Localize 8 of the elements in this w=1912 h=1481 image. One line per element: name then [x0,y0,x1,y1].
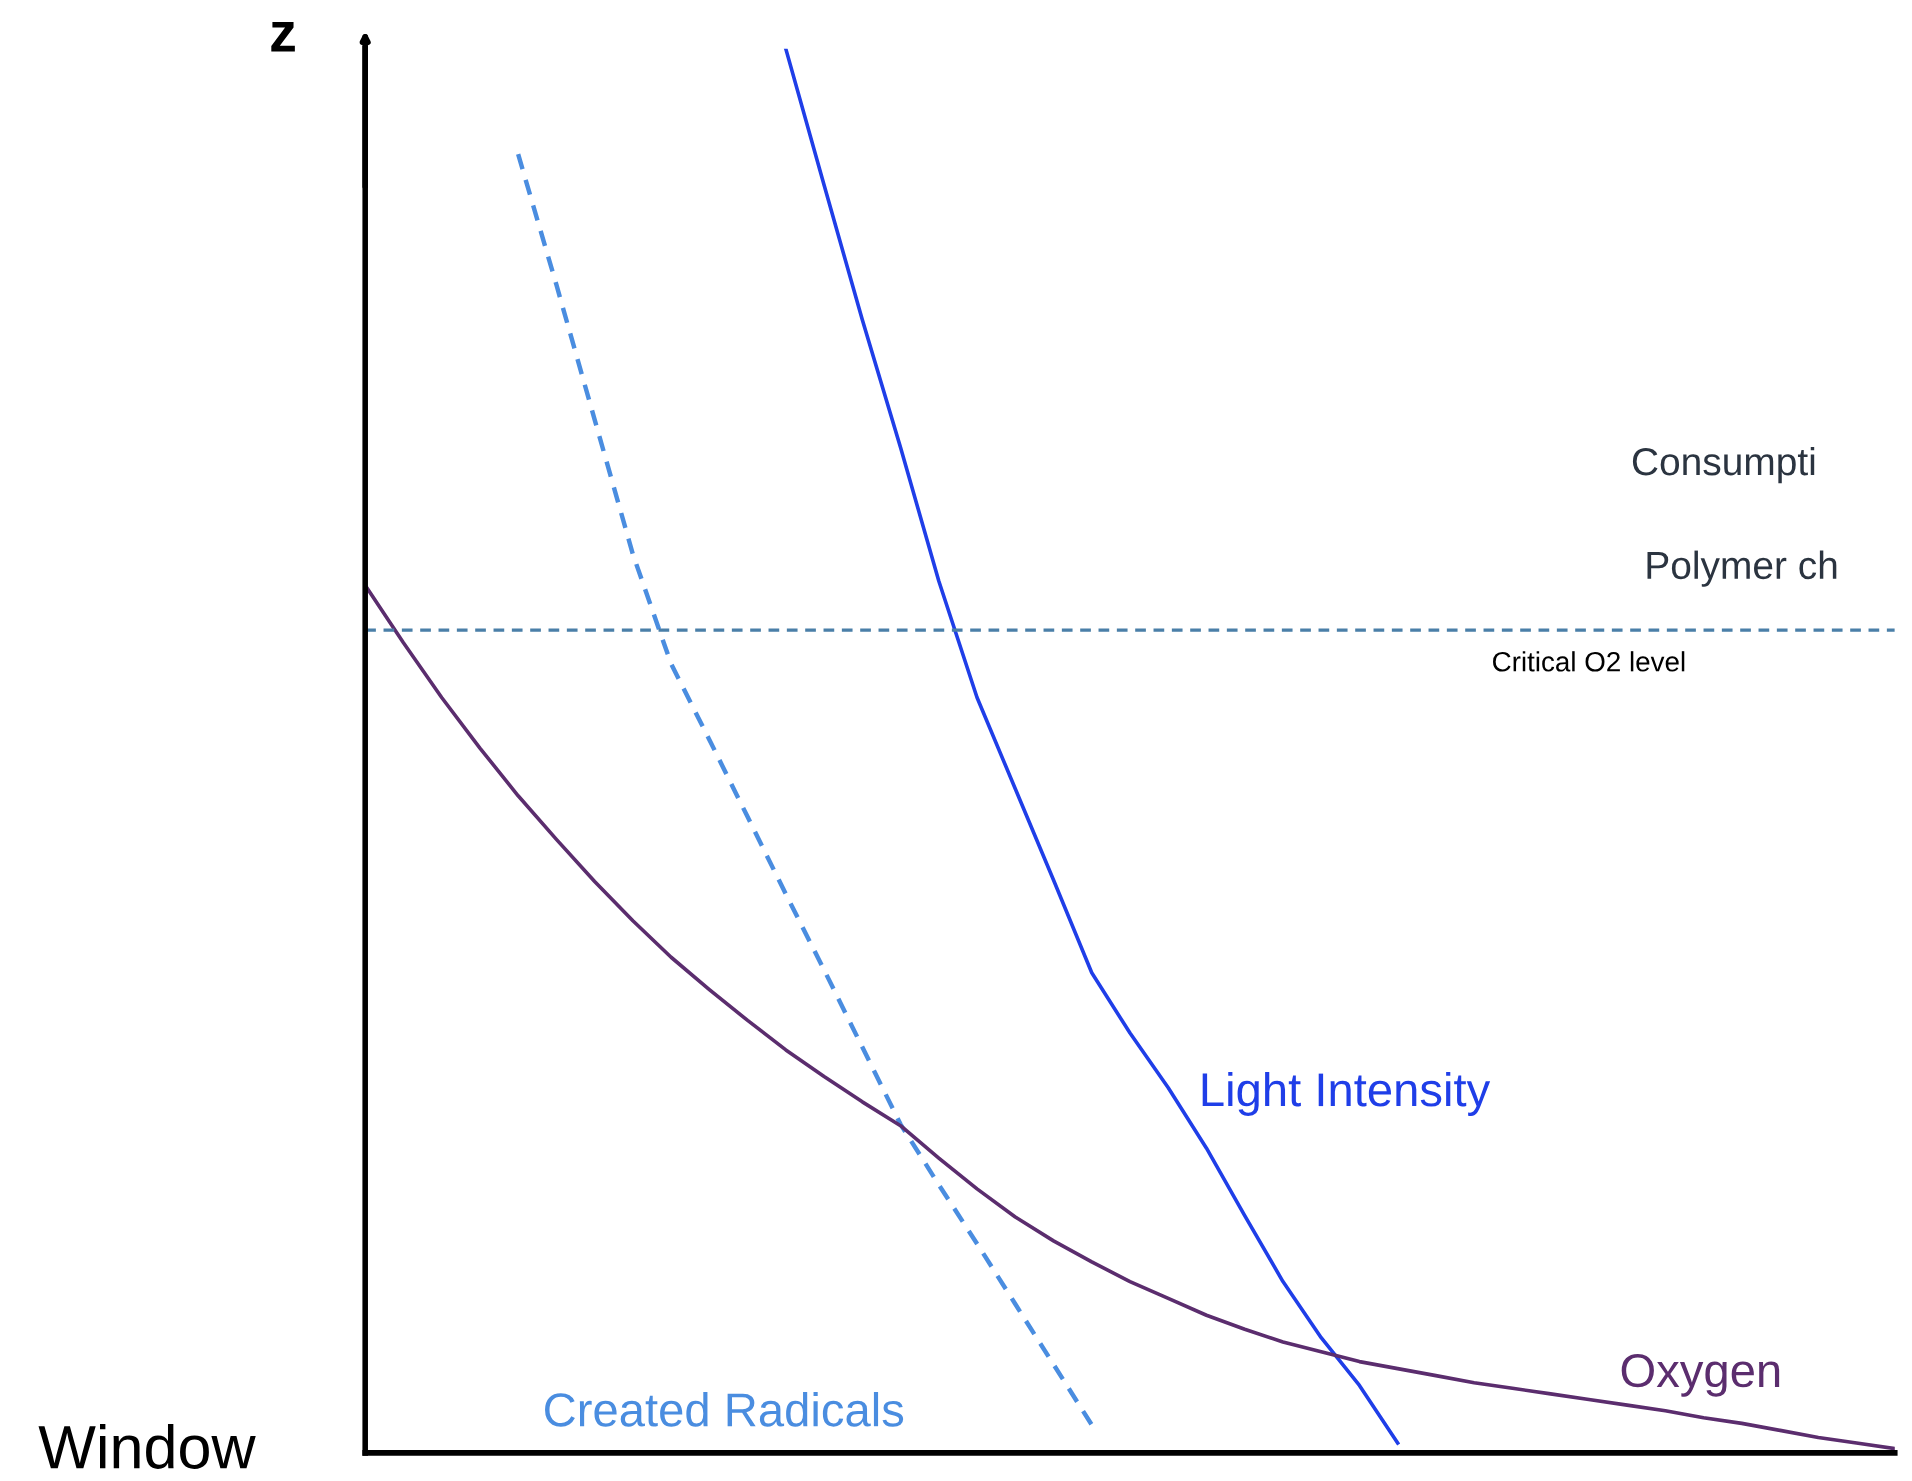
annotation: Polymer ch [1647,550,1837,587]
ref-line-label: Critical O2 level [1493,651,1685,672]
series-label: Oxygen [1621,1353,1780,1397]
text: Window [38,1424,256,1469]
y-axis-title: z [271,22,295,52]
text: Created Radicals [545,1391,904,1427]
series-label: Light Intensity [1202,1071,1491,1116]
annotation: Consumpti [1632,446,1815,484]
